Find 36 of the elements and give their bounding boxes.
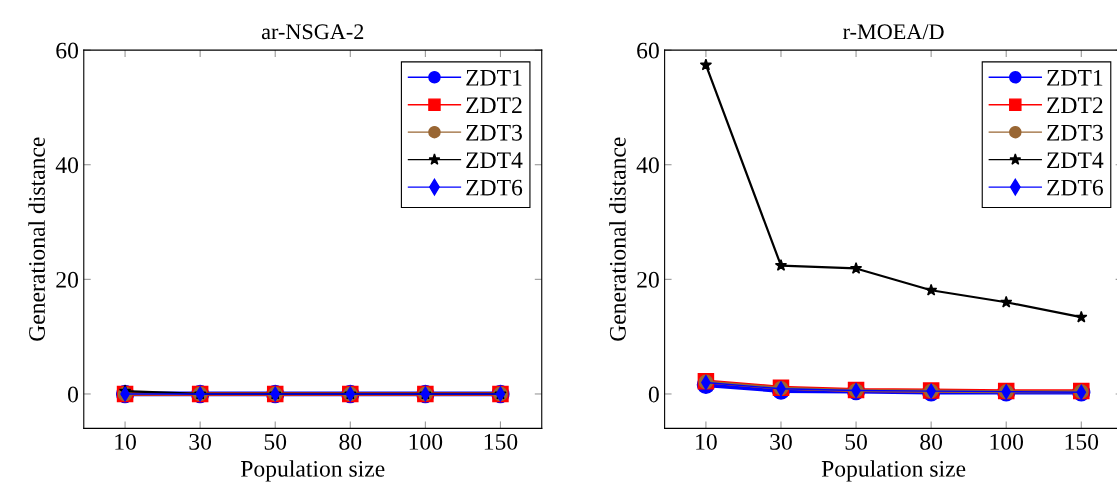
x-tick-label: 30 — [189, 433, 212, 450]
legend-label: ZDT4 — [1047, 152, 1104, 168]
x-tick-label: 50 — [845, 433, 867, 450]
chart-title: r-MOEA/D — [843, 24, 944, 40]
legend-label: ZDT3 — [1047, 124, 1103, 141]
x-tick-label: 80 — [920, 433, 943, 450]
legend-label: ZDT6 — [1047, 179, 1103, 196]
x-tick-label: 50 — [264, 433, 287, 450]
x-tick-label: 150 — [1065, 433, 1099, 450]
y-tick-label: 20 — [637, 271, 659, 288]
legend-label: ZDT6 — [466, 179, 523, 196]
x-tick-label: 30 — [770, 433, 792, 450]
y-axis-title: Generational distance — [28, 137, 45, 341]
x-axis-title: Population size — [240, 460, 385, 482]
y-tick-label: 40 — [636, 157, 659, 174]
y-tick-label: 40 — [55, 157, 79, 174]
y-tick-label: 60 — [56, 42, 79, 59]
legend-label: ZDT3 — [466, 124, 522, 141]
y-axis-title: Generational distance — [609, 137, 626, 341]
x-tick-label: 100 — [990, 433, 1024, 450]
legend-label: ZDT4 — [466, 152, 523, 168]
legend-label: ZDT2 — [466, 97, 522, 114]
x-tick-label: 80 — [339, 433, 362, 450]
x-tick-label: 10 — [696, 433, 717, 450]
legend-label: ZDT2 — [1047, 97, 1103, 114]
legend-label: ZDT1 — [466, 69, 522, 86]
x-tick-label: 100 — [409, 433, 443, 450]
y-tick-label: 60 — [637, 42, 659, 59]
chart-title: ar-NSGA-2 — [261, 24, 364, 40]
x-tick-label: 150 — [484, 433, 518, 450]
legend-label: ZDT1 — [1047, 69, 1103, 86]
x-axis-title: Population size — [821, 460, 966, 482]
y-tick-label: 20 — [56, 271, 79, 288]
x-tick-label: 10 — [115, 433, 136, 450]
y-tick-label: 0 — [68, 386, 79, 403]
y-tick-label: 0 — [648, 386, 659, 403]
